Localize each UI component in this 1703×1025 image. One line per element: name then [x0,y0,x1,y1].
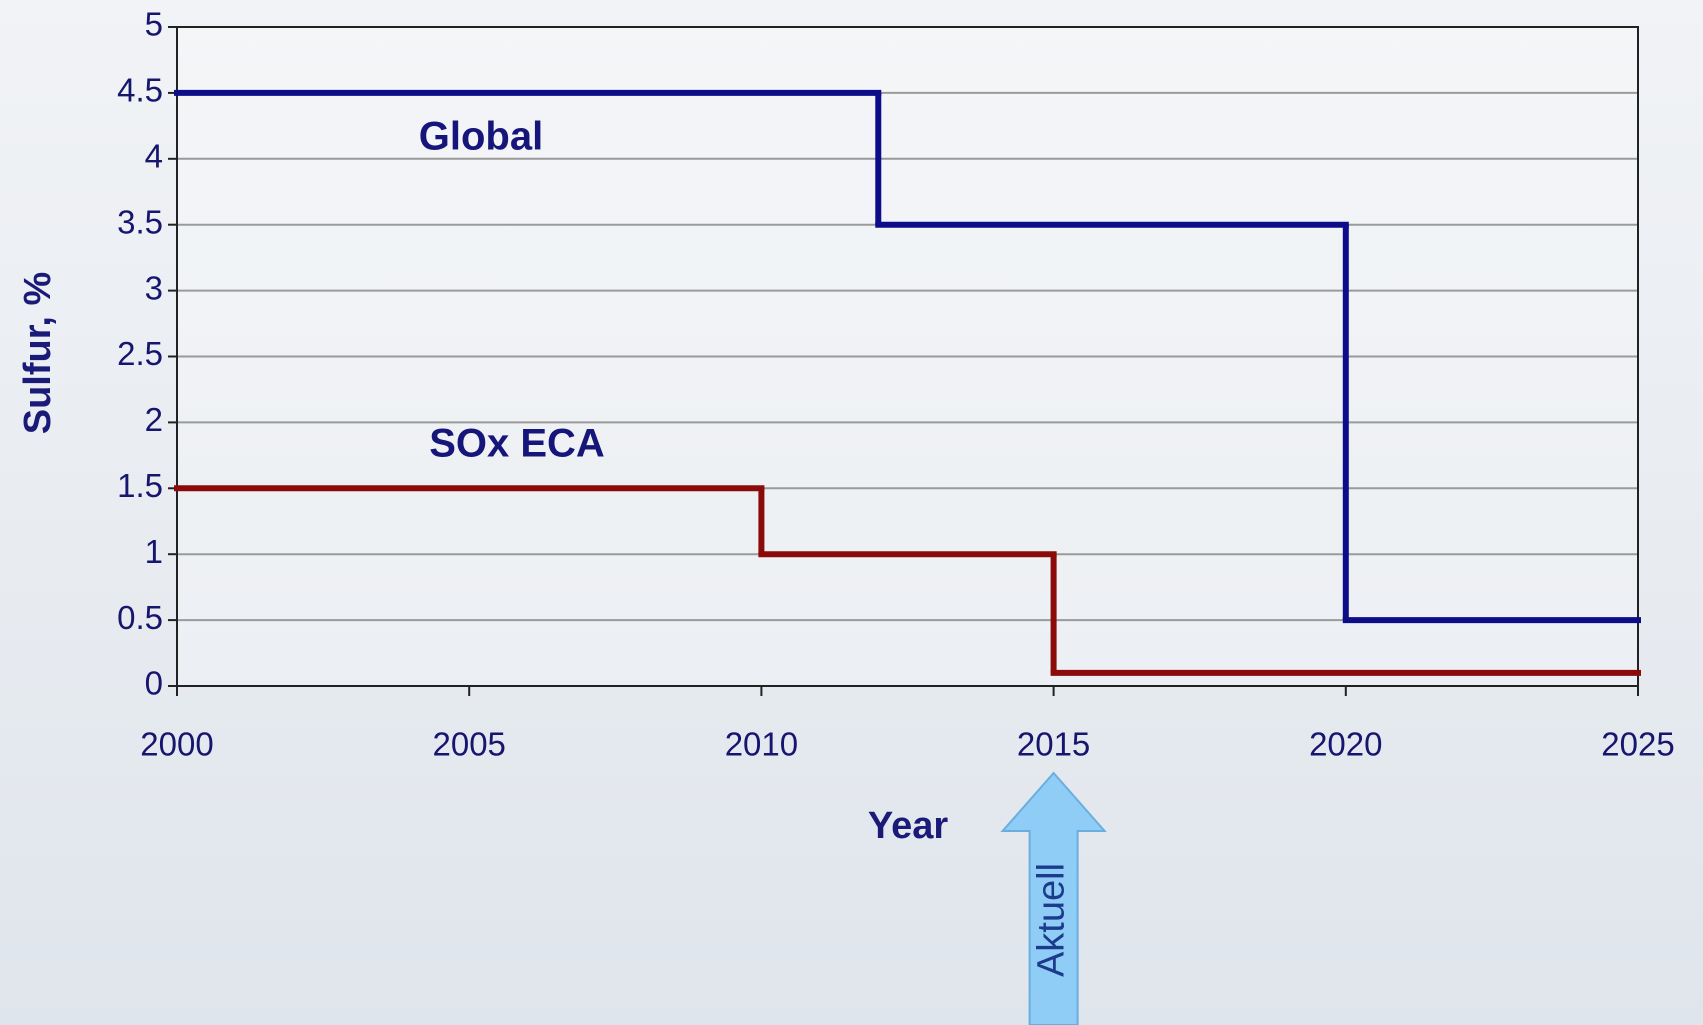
annotation-arrow [1000,771,1107,1025]
y-tick-label: 2.5 [117,335,163,372]
series [174,89,1641,624]
x-tick-label: 2015 [1017,726,1090,763]
annotation-text: Aktuell [1031,863,1073,977]
y-tick-label: 2 [145,401,163,438]
series-label: Global [419,115,543,159]
series [174,485,1641,676]
y-tick-label: 0.5 [117,599,163,636]
y-tick-label: 1 [145,533,163,570]
y-tick-label: 1.5 [117,467,163,504]
y-tick-label: 5 [145,6,163,43]
y-tick-label: 3.5 [117,203,163,240]
plot-frame [176,26,1639,687]
x-tick-label: 2000 [140,726,213,763]
y-tick-label: 3 [145,269,163,306]
x-tick-label: 2025 [1601,726,1674,763]
y-tick-label: 4 [145,138,163,175]
y-tick-label: 0 [145,665,163,702]
x-axis-title: Year [868,805,949,847]
x-tick-label: 2020 [1309,726,1382,763]
x-tick-label: 2010 [725,726,798,763]
series-label: SOx ECA [429,422,605,466]
x-tick-label: 2005 [432,726,505,763]
y-tick-label: 4.5 [117,72,163,109]
y-axis-title: Sulfur, % [17,272,59,435]
